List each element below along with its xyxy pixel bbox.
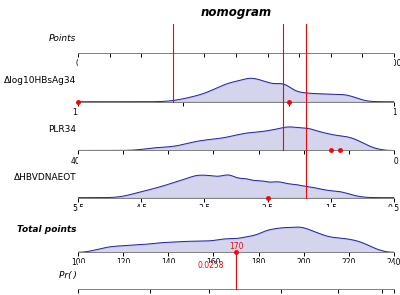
- Text: 170: 170: [229, 242, 243, 251]
- Text: ΔHBVDNAEOT: ΔHBVDNAEOT: [14, 173, 76, 181]
- Text: 0.0258: 0.0258: [198, 261, 224, 270]
- Text: nomogram: nomogram: [200, 6, 272, 19]
- Text: Δlog10HBsAg34: Δlog10HBsAg34: [4, 76, 76, 85]
- Text: Points: Points: [49, 34, 76, 43]
- Text: Total points: Total points: [17, 225, 76, 234]
- Text: Pr( ): Pr( ): [58, 271, 76, 280]
- Text: PLR34: PLR34: [48, 124, 76, 134]
